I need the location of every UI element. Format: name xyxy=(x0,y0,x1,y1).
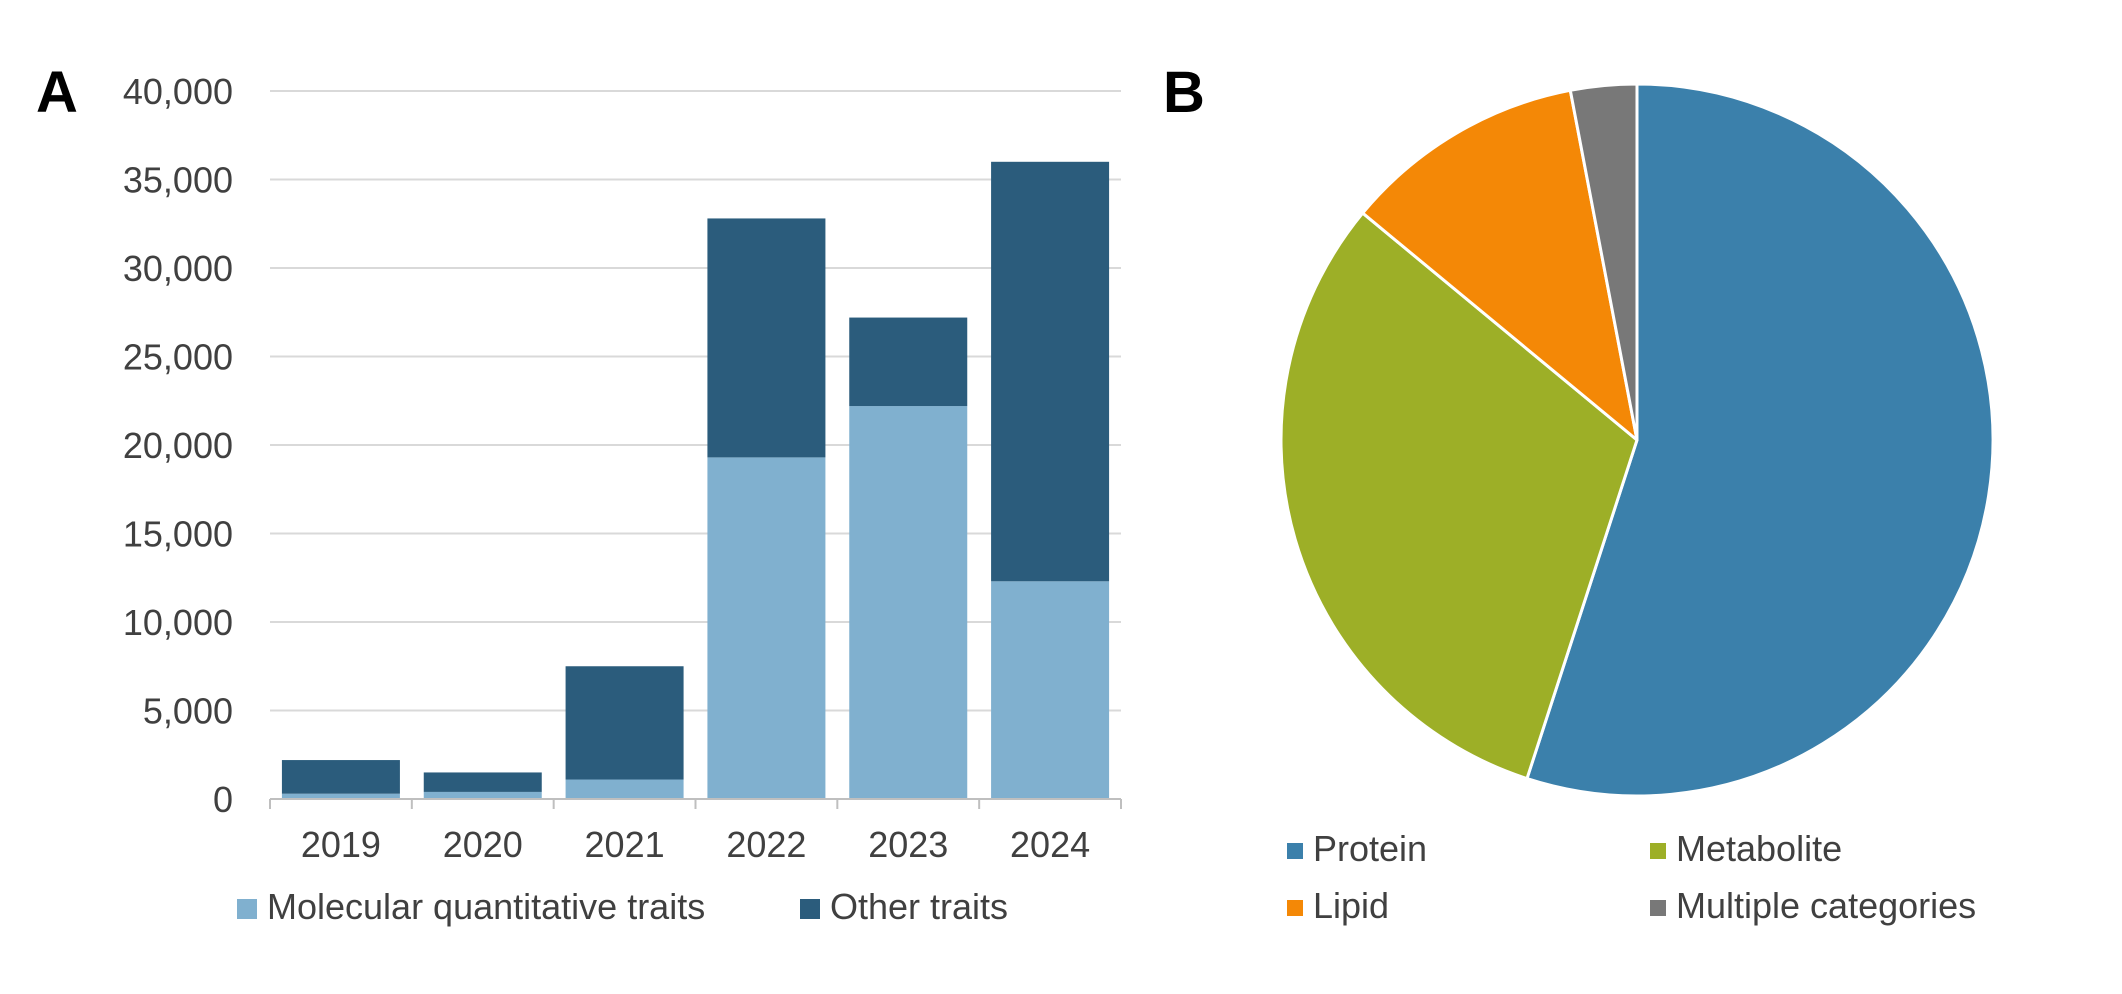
legend-swatch xyxy=(237,899,257,919)
panel-label-a: A xyxy=(36,60,78,125)
bar-segment-2022-series-1 xyxy=(707,218,826,458)
bar-segment-2022-series-0 xyxy=(707,457,826,799)
pie-slices xyxy=(1279,82,1995,798)
legend-label: Other traits xyxy=(830,886,1008,927)
legend-label: Metabolite xyxy=(1676,828,1842,869)
y-tick-label: 40,000 xyxy=(123,71,233,112)
bar-legend: Molecular quantitative traits Other trait… xyxy=(237,886,1008,927)
pie-slice-multiple-categories xyxy=(1568,82,1639,442)
pie-legend: Protein Metabolite Lipid Multiple categorie… xyxy=(1287,828,1976,926)
legend-label: Molecular quantitative traits xyxy=(267,886,705,927)
x-tick-label: 2024 xyxy=(1010,824,1090,865)
y-tick-label: 15,000 xyxy=(123,514,233,555)
pie-slice-protein xyxy=(1525,82,1995,798)
bar-segment-2023-series-1 xyxy=(849,317,968,407)
legend-label: Lipid xyxy=(1313,885,1389,926)
bar-segment-2020-series-0 xyxy=(423,791,542,799)
x-axis xyxy=(269,798,1122,809)
y-tick-label: 0 xyxy=(213,779,233,820)
pie-chart: Protein Metabolite Lipid Multiple categorie… xyxy=(1279,82,1995,926)
bar-segment-2021-series-1 xyxy=(565,666,684,780)
stacked-bar-chart: 0 5,000 10,000 15,000 20,000 25,000 30,000 35,0… xyxy=(123,71,1122,927)
y-tick-label: 25,000 xyxy=(123,337,233,378)
x-tick-label: 2023 xyxy=(868,824,948,865)
bar-segment-2024-series-1 xyxy=(991,161,1110,582)
x-tick-label: 2021 xyxy=(585,824,665,865)
bar-segment-2020-series-1 xyxy=(423,772,542,792)
y-tick-label: 20,000 xyxy=(123,425,233,466)
bar-segment-2019-series-0 xyxy=(281,793,400,799)
y-tick-label: 30,000 xyxy=(123,248,233,289)
pie-slice-metabolite xyxy=(1279,211,1639,781)
bar-segment-2024-series-0 xyxy=(991,581,1110,799)
panel-label-b: B xyxy=(1163,60,1205,125)
gridlines xyxy=(270,90,1121,712)
bar-segment-2021-series-0 xyxy=(565,779,684,799)
x-tick-label: 2020 xyxy=(443,824,523,865)
legend-label: Multiple categories xyxy=(1676,885,1976,926)
y-tick-label: 5,000 xyxy=(143,691,233,732)
legend-swatch xyxy=(1287,843,1303,859)
y-tick-label: 35,000 xyxy=(123,160,233,201)
legend-swatch xyxy=(1287,900,1303,916)
legend-swatch xyxy=(800,899,820,919)
legend-swatch xyxy=(1650,900,1666,916)
legend-swatch xyxy=(1650,843,1666,859)
bar-segment-2023-series-0 xyxy=(849,406,968,799)
bar-segment-2019-series-1 xyxy=(281,760,400,794)
y-axis-tick-labels: 0 5,000 10,000 15,000 20,000 25,000 30,000 35,0… xyxy=(123,71,233,820)
legend-label: Protein xyxy=(1313,828,1427,869)
x-axis-tick-labels: 2019 2020 2021 2022 2023 2024 xyxy=(301,824,1090,865)
x-tick-label: 2022 xyxy=(726,824,806,865)
y-tick-label: 10,000 xyxy=(123,602,233,643)
bars xyxy=(281,161,1110,799)
x-tick-label: 2019 xyxy=(301,824,381,865)
pie-slice-lipid xyxy=(1361,88,1639,442)
